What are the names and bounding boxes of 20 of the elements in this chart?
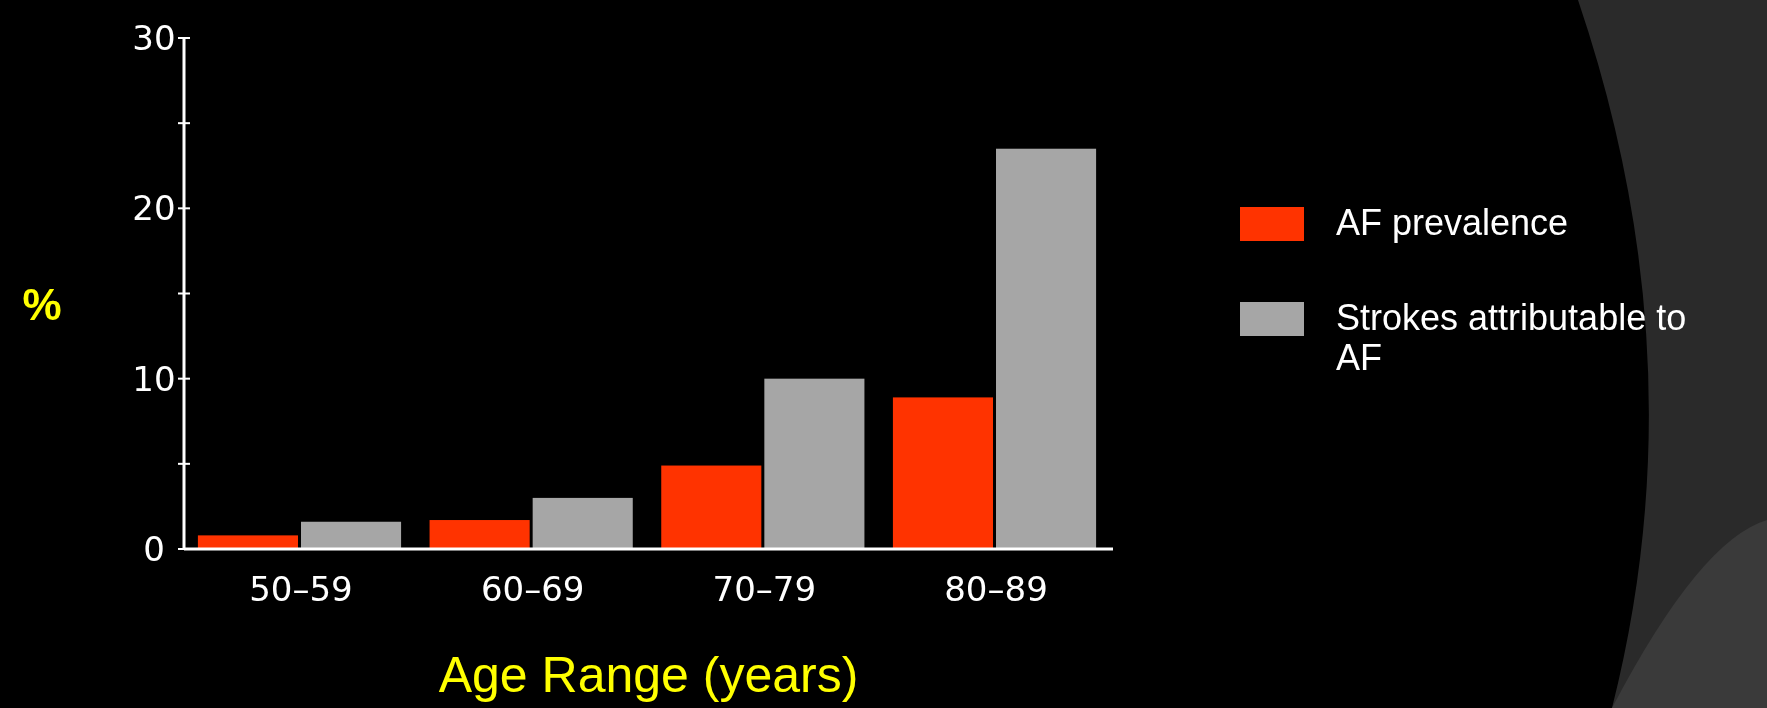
bar: [996, 148, 1097, 549]
bar: [764, 378, 865, 549]
bar: [892, 397, 994, 549]
bar: [661, 465, 762, 549]
legend-label: AF prevalence: [1336, 202, 1569, 243]
x-tick-label: 80–89: [944, 569, 1048, 609]
bar: [300, 521, 402, 549]
x-tick-label: 50–59: [249, 569, 353, 609]
y-tick-label: 10: [132, 358, 176, 399]
y-axis-title: %: [22, 280, 62, 329]
x-tick-label: 60–69: [480, 569, 585, 609]
bar: [532, 497, 633, 549]
x-axis-title: Age Range (years): [438, 647, 859, 703]
y-tick-label: 30: [132, 17, 176, 58]
x-tick-label: 70–79: [712, 569, 817, 609]
y-tick-label: 0: [143, 528, 165, 569]
legend-label: Strokes attributable to AF: [1336, 297, 1687, 378]
y-tick-label: 20: [132, 188, 176, 229]
bar: [429, 520, 530, 549]
bar: [197, 535, 298, 549]
